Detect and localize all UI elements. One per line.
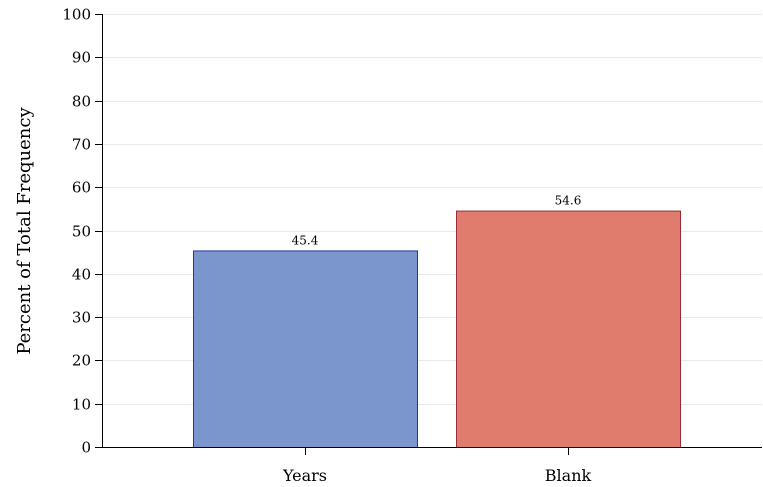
y-tick-label: 80 — [72, 93, 91, 111]
y-tick-label: 20 — [72, 352, 91, 370]
y-tick-label: 100 — [62, 6, 91, 24]
y-axis-label: Percent of Total Frequency — [14, 107, 35, 355]
y-tick-label: 40 — [72, 266, 91, 284]
y-tick-label: 10 — [72, 396, 91, 414]
y-tick-label: 50 — [72, 223, 91, 241]
ticks: 0 10 20 30 40 50 60 70 80 90 100 Years Blank — [62, 6, 591, 486]
bars — [193, 210, 681, 448]
bar-blank — [456, 210, 681, 448]
data-label: 45.4 — [292, 233, 319, 247]
data-label: 54.6 — [555, 194, 582, 208]
labels: 45.4 54.6 — [292, 194, 582, 248]
bar-years — [193, 250, 418, 448]
x-tick-label: Blank — [545, 466, 592, 485]
axes — [102, 14, 762, 448]
y-tick-label: 0 — [81, 439, 91, 457]
y-tick-label: 70 — [72, 136, 91, 154]
y-tick-label: 60 — [72, 179, 91, 197]
y-tick-label: 30 — [72, 309, 91, 327]
y-tick-label: 90 — [72, 49, 91, 67]
x-tick-label: Years — [282, 466, 327, 485]
